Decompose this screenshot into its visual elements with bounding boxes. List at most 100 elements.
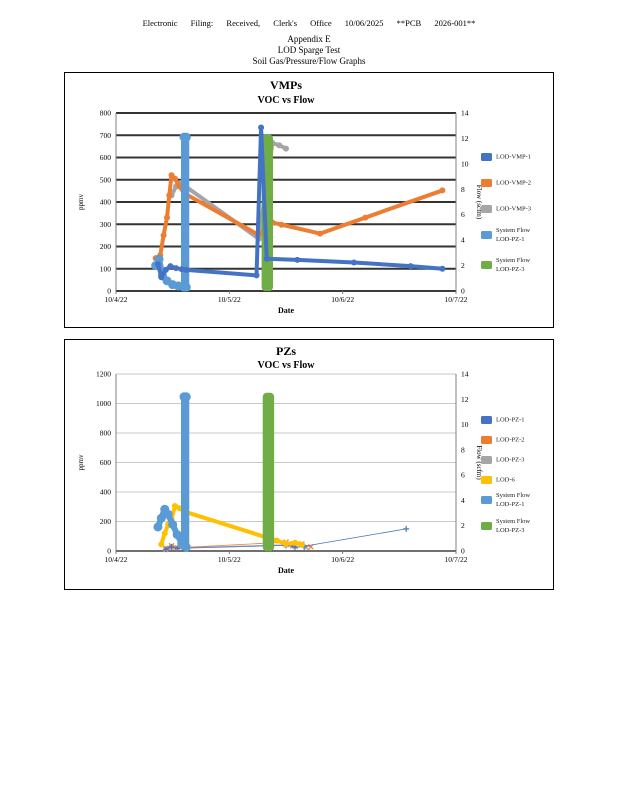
svg-text:Flow (scfm): Flow (scfm)	[475, 445, 483, 480]
legend-item-LOD-PZ-1: LOD-PZ-1	[481, 416, 525, 424]
svg-text:300: 300	[100, 220, 112, 229]
svg-text:10: 10	[461, 159, 469, 168]
svg-text:Flow (scfm): Flow (scfm)	[475, 185, 483, 220]
svg-text:PZs: PZs	[276, 344, 296, 358]
pz-chart-frame: 0 200 400 600 800 1000 1200 0 2 4 6 8 10 12 14 10/4/22 1…	[64, 339, 554, 590]
svg-text:System Flow: System Flow	[496, 257, 530, 264]
svg-text:14: 14	[461, 109, 469, 118]
right-axis-ticks: 0 2 4 6 8 10 12 14	[461, 370, 469, 556]
legend-item-LOD-VMP-3: LOD-VMP-3	[481, 205, 531, 213]
svg-text:0: 0	[107, 287, 111, 296]
svg-text:400: 400	[100, 198, 112, 207]
svg-text:200: 200	[100, 242, 112, 251]
svg-text:System Flow: System Flow	[496, 492, 530, 499]
svg-text:100: 100	[100, 264, 112, 273]
legend-item-LOD-VMP-1: LOD-VMP-1	[481, 153, 531, 161]
svg-text:LOD-VMP-2: LOD-VMP-2	[496, 180, 531, 187]
svg-text:LOD-VMP-3: LOD-VMP-3	[496, 206, 531, 213]
legend-swatch	[481, 416, 492, 424]
vmp-chart-frame: 0 100 200 300 400 500 600 700 800 0 2 4 6 8 10 12 14 10/4…	[64, 72, 554, 328]
series-LOD-VMP-1	[154, 124, 446, 281]
report-title: LOD Sparge Test	[277, 45, 341, 55]
svg-text:400: 400	[100, 488, 112, 497]
appendix-title: Appendix E	[287, 34, 331, 44]
svg-text:Date: Date	[278, 306, 294, 315]
legend-item-System Flow LOD-PZ-3: System Flow LOD-PZ-3	[481, 518, 530, 534]
x-axis-ticks: 10/4/22 10/5/22 10/6/22 10/7/22	[105, 551, 468, 564]
legend-swatch	[481, 205, 492, 213]
svg-text:0: 0	[461, 287, 465, 296]
legend-item-LOD-6: LOD-6	[481, 476, 516, 484]
svg-text:LOD-PZ-3: LOD-PZ-3	[496, 527, 525, 534]
svg-text:10/7/22: 10/7/22	[445, 555, 468, 564]
chart-legend: LOD-VMP-1 LOD-VMP-2 LOD-VMP-3 System Flow LO…	[481, 153, 531, 273]
svg-text:2: 2	[461, 261, 465, 270]
svg-text:12: 12	[461, 395, 469, 404]
svg-text:10/6/22: 10/6/22	[331, 295, 354, 304]
legend-swatch	[481, 476, 492, 484]
legend-swatch	[481, 261, 492, 269]
chart-titles: PZs VOC vs Flow ppmv Flow (scfm) Date	[77, 344, 483, 575]
svg-text:ppmv: ppmv	[77, 454, 85, 470]
chart-legend: LOD-PZ-1 LOD-PZ-2 LOD-PZ-3 LOD-6 System Flow…	[481, 416, 530, 534]
chart-titles: VMPs VOC vs Flow ppmv Flow (scfm) Date	[77, 78, 483, 315]
legend-item-System Flow LOD-PZ-3: System Flow LOD-PZ-3	[481, 257, 530, 273]
legend-swatch	[481, 179, 492, 187]
svg-text:VOC vs Flow: VOC vs Flow	[257, 360, 315, 371]
legend-item-LOD-VMP-2: LOD-VMP-2	[481, 179, 531, 187]
svg-text:1000: 1000	[96, 399, 111, 408]
series-System Flow LOD-PZ-3	[262, 392, 275, 552]
svg-text:4: 4	[461, 236, 465, 245]
svg-text:LOD-PZ-2: LOD-PZ-2	[496, 437, 525, 444]
legend-item-LOD-PZ-2: LOD-PZ-2	[481, 436, 525, 444]
svg-text:10/4/22: 10/4/22	[105, 295, 128, 304]
svg-text:600: 600	[100, 153, 112, 162]
svg-text:10/5/22: 10/5/22	[218, 295, 241, 304]
svg-text:10/7/22: 10/7/22	[445, 295, 468, 304]
legend-swatch	[481, 522, 492, 530]
right-axis-ticks: 0 2 4 6 8 10 12 14	[461, 109, 469, 296]
svg-text:800: 800	[100, 109, 112, 118]
vmp-voc-vs-flow-chart: 0 100 200 300 400 500 600 700 800 0 2 4 6 8 10 12 14 10/4…	[77, 78, 531, 315]
svg-text:700: 700	[100, 131, 112, 140]
legend-item-LOD-PZ-3: LOD-PZ-3	[481, 456, 525, 464]
axis-lines	[115, 113, 457, 292]
svg-text:System Flow: System Flow	[496, 227, 530, 234]
svg-text:System Flow: System Flow	[496, 518, 530, 525]
svg-text:VOC vs Flow: VOC vs Flow	[257, 95, 315, 106]
svg-text:10/6/22: 10/6/22	[331, 555, 354, 564]
svg-text:LOD-VMP-1: LOD-VMP-1	[496, 154, 531, 161]
svg-text:800: 800	[100, 429, 112, 438]
report-subtitle: Soil Gas/Pressure/Flow Graphs	[252, 56, 366, 66]
legend-swatch	[481, 231, 492, 239]
legend-swatch	[481, 153, 492, 161]
legend-item-System Flow LOD-PZ-1: System Flow LOD-PZ-1	[481, 492, 530, 508]
svg-text:10/5/22: 10/5/22	[218, 555, 241, 564]
svg-text:LOD-PZ-3: LOD-PZ-3	[496, 457, 525, 464]
svg-text:1200: 1200	[96, 370, 111, 379]
svg-text:LOD-PZ-1: LOD-PZ-1	[496, 417, 525, 424]
svg-text:2: 2	[461, 521, 465, 530]
svg-text:LOD-PZ-1: LOD-PZ-1	[496, 236, 525, 243]
svg-text:Date: Date	[278, 566, 294, 575]
filing-header-line: Electronic Filing: Received, Clerk's Off…	[142, 18, 476, 28]
legend-swatch	[481, 496, 492, 504]
svg-text:4: 4	[461, 496, 465, 505]
svg-text:500: 500	[100, 175, 112, 184]
svg-text:200: 200	[100, 517, 112, 526]
legend-item-System Flow LOD-PZ-1: System Flow LOD-PZ-1	[481, 227, 530, 243]
svg-text:8: 8	[461, 445, 465, 454]
svg-text:6: 6	[461, 471, 465, 480]
series-LOD-VMP-2	[152, 172, 446, 262]
legend-swatch	[481, 436, 492, 444]
svg-text:6: 6	[461, 210, 465, 219]
series-System Flow LOD-PZ-1	[153, 392, 191, 552]
document-header: Electronic Filing: Received, Clerk's Off…	[0, 18, 618, 67]
x-axis-ticks: 10/4/22 10/5/22 10/6/22 10/7/22	[105, 291, 468, 304]
axis-lines	[115, 374, 457, 552]
svg-text:10: 10	[461, 420, 469, 429]
svg-text:LOD-6: LOD-6	[496, 477, 516, 484]
svg-text:10/4/22: 10/4/22	[105, 555, 128, 564]
